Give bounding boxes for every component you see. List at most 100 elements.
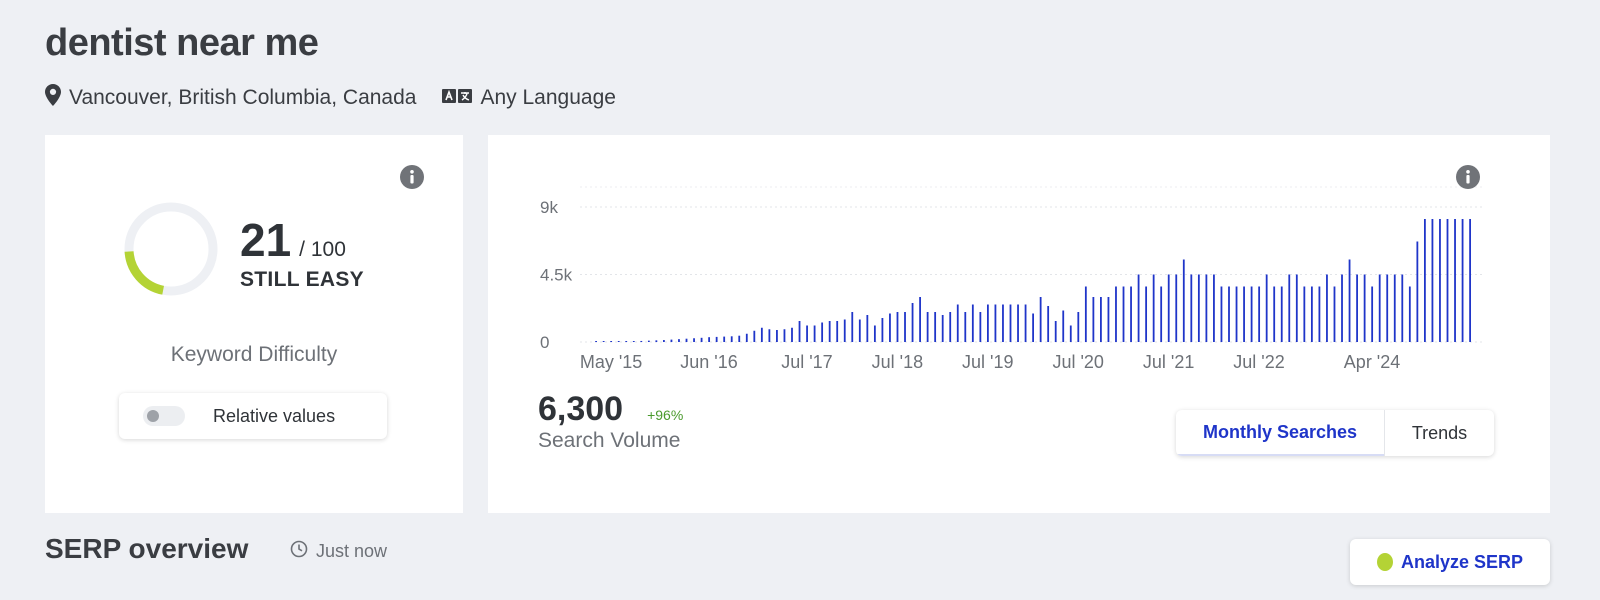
chart-bar [1077,312,1080,342]
chart-bar [1054,321,1057,342]
chart-bar [1333,286,1336,342]
chart-bar [949,312,952,342]
difficulty-donut [124,202,218,296]
chart-bar [595,341,597,342]
serp-overview-title: SERP overview [45,533,249,564]
chart-bar [700,337,703,342]
chart-bar [813,325,816,342]
chart-bar [708,337,711,342]
chart-bar [1107,297,1110,342]
x-tick-label: Jul '17 [781,352,832,372]
chart-bar [1288,274,1291,342]
tab-trends[interactable]: Trends [1384,410,1494,456]
info-icon[interactable] [400,165,424,189]
language-icon [442,86,473,110]
chart-bar [828,321,831,342]
tab-monthly-searches[interactable]: Monthly Searches [1176,410,1384,456]
chart-bar [1250,286,1253,342]
chart-bar [881,318,884,342]
chart-bar [1401,274,1404,342]
chart-bar [745,333,748,342]
chart-bar [1341,274,1343,342]
chart-bar [602,341,605,342]
chart-bar [625,341,628,342]
chart-bar [1310,286,1313,342]
chart-bar [964,312,967,342]
chart-bar [1280,286,1283,342]
analyze-serp-button[interactable]: Analyze SERP [1350,539,1550,585]
chart-bar [1454,219,1456,342]
chart-bar [791,327,793,342]
chart-bar [1213,274,1215,342]
y-tick-label: 9k [540,198,558,217]
chart-bar [632,341,635,342]
x-tick-label: Jul '21 [1143,352,1194,372]
difficulty-score-value: 21 [240,214,292,266]
chart-bar [1273,286,1276,342]
serp-updated-text: Just now [316,541,388,561]
chart-bar [934,312,937,342]
chart-bar [994,304,997,342]
chart-bar [956,304,959,342]
chart-bar [904,312,906,342]
language-selector: Any Language [442,86,616,110]
keyword-meta: Vancouver, British Columbia, Canada Any … [45,84,616,112]
chart-bar [821,322,824,342]
chart-bar [926,312,929,342]
chart-bar [1265,274,1268,342]
x-tick-label: Jun '16 [680,352,737,372]
chart-bar [1182,259,1185,342]
chart-bar [1220,286,1223,342]
chart-bar [1002,304,1004,342]
chart-bar [655,340,658,342]
keyword-difficulty-card: 21 / 100 STILL EASY Keyword Difficulty R… [45,135,463,513]
chart-bar [723,336,726,342]
chart-bar [806,325,808,342]
chart-bar [1235,286,1238,342]
chart-mode-tabs: Monthly Searches Trends [1176,410,1494,456]
clock-icon [290,540,308,563]
chart-bar [1386,274,1389,342]
chart-bar [941,315,944,342]
chart-bar [798,321,801,342]
difficulty-rating: STILL EASY [240,268,364,291]
keyword-title: dentist near me [45,22,319,64]
chart-bar [1175,274,1178,342]
chart-bar [858,319,861,342]
serp-updated: Just now [290,540,387,563]
chart-bar [1295,274,1298,342]
x-tick-label: Jul '19 [962,352,1013,372]
search-volume-chart: 0 4.5k 9k May '15 Jun '16 Jul '17 Jul '18 Jul '… [540,186,1483,372]
chart-bar [1130,286,1132,342]
search-volume-card: 0 4.5k 9k May '15 Jun '16 Jul '17 Jul '18 Jul '… [488,135,1550,513]
chart-bar [768,329,771,342]
chart-bar [1190,274,1193,342]
chart-bar [1408,286,1411,342]
chart-bar [610,341,613,342]
difficulty-score: 21 / 100 [240,213,346,267]
relative-values-toggle[interactable]: Relative values [119,393,387,439]
x-tick-label: Apr '24 [1344,352,1400,372]
search-volume-caption: Search Volume [538,429,681,452]
chart-bar [1423,219,1426,342]
chart-bar [1469,219,1471,342]
chart-bar [1167,274,1170,342]
chart-bar [1378,274,1381,342]
chart-bar [1009,304,1012,342]
chart-bar [1062,310,1065,342]
info-icon[interactable] [1456,165,1480,189]
chart-bar [1047,306,1050,342]
difficulty-arc [124,202,218,296]
chart-bar [730,336,733,342]
chart-bar [836,321,839,342]
chart-bar [670,339,673,342]
chart-bar [1039,297,1042,342]
x-tick-label: Jul '18 [872,352,923,372]
toggle-knob [147,410,159,422]
map-pin-icon [45,84,61,112]
chart-bar [1032,313,1034,342]
toggle-switch[interactable] [143,406,185,426]
chart-bar [1115,286,1117,342]
chart-bar [1318,286,1321,342]
chart-bar [1122,286,1125,342]
